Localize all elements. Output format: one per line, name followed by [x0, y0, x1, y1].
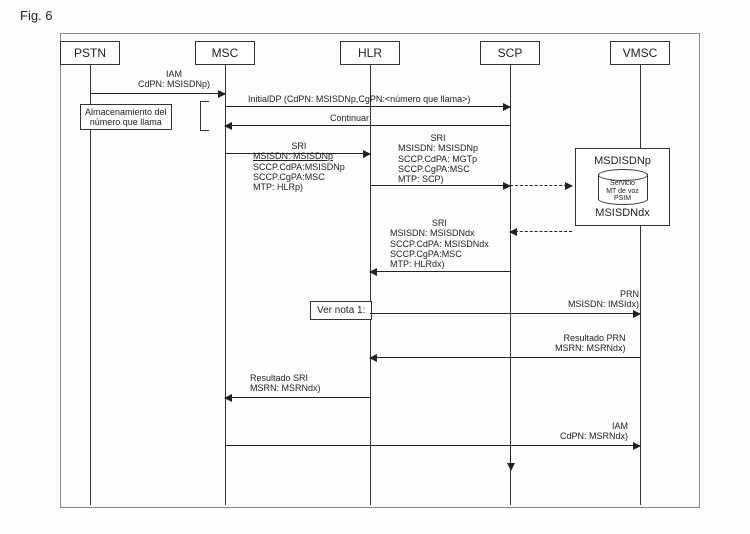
msg-sri-left: SRI MSISDN: MSISDNp SCCP.CdPA:MSISDNp SC… [253, 141, 345, 193]
msg-iam1: IAM CdPN: MSISDNp) [138, 69, 210, 90]
sri-left-l3: SCCP.CgPA:MSC [253, 172, 345, 182]
service-mid1: Servicio [610, 180, 635, 187]
arrow-iam2 [225, 445, 640, 446]
msg-sri-back: SRI MSISDN: MSISDNdx SCCP.CdPA: MSISDNdx… [390, 218, 489, 270]
actor-msc: MSC [195, 41, 255, 65]
annotation-l1: Almacenamiento del [85, 107, 167, 117]
sri-back-l1: MSISDN: MSISDNdx [390, 228, 489, 238]
service-mid3: PSIM [614, 195, 631, 202]
actor-pstn: PSTN [60, 41, 120, 65]
sri-right-t: SRI [398, 133, 478, 143]
lifeline-msc [225, 65, 226, 505]
service-top: MSDISDNp [582, 155, 663, 167]
service-box: MSDISDNp Servicio MT de voz PSIM MSISDNd… [575, 148, 670, 226]
iam2-l1: CdPN: MSRNdx) [560, 431, 628, 441]
actor-vmsc: VMSC [610, 41, 670, 65]
bracket-annotation [200, 101, 209, 131]
lifeline-hlr [370, 65, 371, 505]
msg-sri-res: Resultado SRI MSRN: MSRNdx) [250, 373, 321, 394]
sri-back-l2: SCCP.CdPA: MSISDNdx [390, 239, 489, 249]
prn-t: PRN [568, 289, 639, 299]
sri-left-l4: MTP: HLRp) [253, 182, 345, 192]
annotation-box: Almacenamiento del número que llama [80, 104, 172, 130]
sri-left-l2: SCCP.CdPA:MSISDNp [253, 162, 345, 172]
actor-hlr: HLR [340, 41, 400, 65]
arrow-sri-right [370, 185, 510, 186]
sri-back-l3: SCCP.CgPA:MSC [390, 249, 489, 259]
arrow-iam1 [90, 93, 225, 94]
msg-continuar: Continuar [330, 113, 369, 123]
arrow-sri-left [225, 153, 370, 154]
service-cylinder: Servicio MT de voz PSIM [598, 169, 648, 205]
prn-l1: MSISDN: IMSIdx) [568, 299, 639, 309]
note1-box: Ver nota 1: [310, 301, 372, 320]
sri-res-t: Resultado SRI [250, 373, 321, 383]
arrow-sri-res [225, 397, 370, 398]
arrow-sri-back [370, 271, 510, 272]
lifeline-pstn [90, 65, 91, 505]
iam2-t: IAM [560, 421, 628, 431]
arrow-service-to-scp [510, 231, 572, 232]
sri-back-t: SRI [390, 218, 489, 228]
arrow-initialdp [225, 106, 510, 107]
prn-res-l1: MSRN: MSRNdx) [555, 343, 626, 353]
msg-prn-res: Resultado PRN MSRN: MSRNdx) [555, 333, 626, 354]
actor-scp: SCP [480, 41, 540, 65]
iam1-title: IAM [138, 69, 210, 79]
sri-res-l1: MSRN: MSRNdx) [250, 383, 321, 393]
service-mid2: MT de voz [606, 188, 639, 195]
sri-back-l4: MTP: HLRdx) [390, 259, 489, 269]
msg-initialdp: InitialDP (CdPN: MSISDNp,CgPN:<número qu… [248, 94, 470, 104]
arrow-prn [370, 313, 640, 314]
msg-sri-right: SRI MSISDN: MSISDNp SCCP.CdPA: MGTp SCCP… [398, 133, 478, 185]
sri-right-l2: SCCP.CdPA: MGTp [398, 154, 478, 164]
arrow-scp-to-service [510, 185, 572, 186]
sequence-diagram: PSTN MSC HLR SCP VMSC IAM CdPN: MSISDNp)… [20, 33, 730, 513]
iam1-sub: CdPN: MSISDNp) [138, 79, 210, 89]
msg-iam2: IAM CdPN: MSRNdx) [560, 421, 628, 442]
figure-label: Fig. 6 [20, 8, 730, 23]
lifeline-vmsc [640, 65, 641, 505]
scp-termination [510, 445, 511, 470]
sri-left-t: SRI [253, 141, 345, 151]
sri-right-l3: SCCP.CgPA:MSC [398, 164, 478, 174]
sri-right-l4: MTP: SCP) [398, 174, 478, 184]
prn-res-t: Resultado PRN [555, 333, 626, 343]
lifeline-scp [510, 65, 511, 505]
arrow-continuar [225, 125, 510, 126]
annotation-l2: número que llama [85, 117, 167, 127]
sri-right-l1: MSISDN: MSISDNp [398, 143, 478, 153]
arrow-prn-res [370, 357, 640, 358]
msg-prn: PRN MSISDN: IMSIdx) [568, 289, 639, 310]
service-bot: MSISDNdx [582, 207, 663, 219]
